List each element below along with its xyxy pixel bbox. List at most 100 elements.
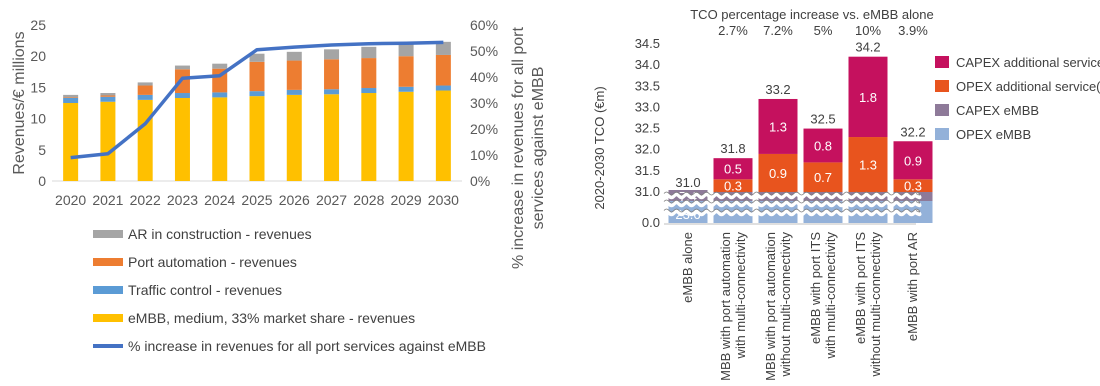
y-tick-label: 10 <box>30 111 46 127</box>
y-tick-label: 31.0 <box>635 184 660 199</box>
axis-break-wave <box>662 192 922 200</box>
y2-axis-title-line: services against eMBB <box>530 67 547 230</box>
bar-segment <box>286 89 302 95</box>
x-tick-label-line: without multi-connectivity <box>778 232 793 378</box>
y2-tick-label: 30% <box>470 95 498 111</box>
y2-tick-label: 50% <box>470 43 498 59</box>
x-tick-label: 2028 <box>353 192 384 208</box>
x-tick-label: 2026 <box>279 192 310 208</box>
bar-segment <box>249 53 265 62</box>
legend-label: AR in construction - revenues <box>128 226 312 242</box>
y-tick-label: 34.5 <box>635 36 660 51</box>
y-tick-label: 32.5 <box>635 121 660 136</box>
pct-increase-label: 3.9% <box>898 23 928 38</box>
y-tick-label: 15 <box>30 79 46 95</box>
segment-label: 0.8 <box>814 138 832 153</box>
y-tick-label: 31.5 <box>635 163 660 178</box>
bar-segment <box>249 91 265 97</box>
pct-increase-line <box>70 40 444 160</box>
bar-segment-capex-additional <box>893 141 933 180</box>
bar-segment-opex-additional <box>893 179 933 192</box>
x-tick-label-line: eMBB with port ITS <box>808 232 823 344</box>
x-tick-label: 2021 <box>92 192 123 208</box>
legend-swatch <box>935 80 949 92</box>
bar-segment <box>100 93 116 96</box>
total-label: 31.8 <box>720 141 745 156</box>
bar-segment <box>63 94 79 98</box>
legend-label: OPEX eMBB <box>956 127 1031 142</box>
bar-segment <box>324 94 340 181</box>
legend-label: CAPEX additional service(s) <box>956 55 1100 70</box>
legend-swatch <box>93 286 123 294</box>
bar-segment <box>324 59 340 90</box>
x-tick-label: 2025 <box>241 192 272 208</box>
bar-segment <box>435 90 451 181</box>
y2-tick-label: 40% <box>470 69 498 85</box>
legend-swatch <box>93 230 123 238</box>
y-tick-label: 0 <box>38 173 46 189</box>
pct-increase-label: 2.7% <box>718 23 748 38</box>
pct-increase-label: 5% <box>814 23 833 38</box>
bar-segment <box>435 54 451 86</box>
y-tick-label: 34.0 <box>635 57 660 72</box>
y2-tick-label: 60% <box>470 17 498 33</box>
legend-label: eMBB, medium, 33% market share - revenue… <box>128 310 415 326</box>
bar-segment <box>212 97 228 181</box>
segment-label: 1.8 <box>859 90 877 105</box>
bar-segment-capex-additional <box>848 56 888 138</box>
legend-label: Traffic control - revenues <box>128 282 282 298</box>
x-tick-label: eMBB with port AR <box>905 232 920 341</box>
y-tick-label: 33.5 <box>635 78 660 93</box>
bar-segment <box>361 88 377 94</box>
chart-title: TCO percentage increase vs. eMBB alone <box>690 7 934 22</box>
segment-label: 0.9 <box>904 153 922 168</box>
x-tick-label: 2030 <box>428 192 459 208</box>
bar-segment-capex-additional <box>758 98 798 154</box>
bar-segment <box>286 51 302 61</box>
bar-segment <box>174 98 190 181</box>
segment-label: 1.3 <box>859 158 877 173</box>
legend-swatch <box>935 128 949 140</box>
bar-segment <box>212 63 228 69</box>
y-tick-label: 25 <box>30 17 46 33</box>
bar-segment <box>398 91 414 181</box>
axis-break-wave <box>662 209 922 217</box>
y2-tick-label: 20% <box>470 121 498 137</box>
x-tick-label: eMBB alone <box>680 232 695 303</box>
bar-segment <box>137 85 153 95</box>
x-tick-label: 2022 <box>130 192 161 208</box>
total-label: 32.2 <box>900 124 925 139</box>
x-tick-label-line: with multi-connectivity <box>733 232 748 360</box>
bar-segment <box>324 49 340 60</box>
y2-axis-title-line: % increase in revenues for all port <box>510 27 527 269</box>
bar-segment-capex-additional <box>803 128 843 163</box>
x-tick-label: eMBB with port ITSwithout multi-connecti… <box>853 232 883 378</box>
bar-segment <box>435 41 451 55</box>
bar-segment <box>63 103 79 181</box>
bar-segment <box>398 43 414 57</box>
legend-label: CAPEX eMBB <box>956 103 1039 118</box>
bar-segment <box>63 98 79 103</box>
x-tick-label: 2027 <box>316 192 347 208</box>
y-tick-label: 5 <box>38 142 46 158</box>
x-tick-label-line: eMBB with port automation <box>763 232 778 381</box>
bar-segment <box>100 95 116 97</box>
axis-break-wave <box>662 200 922 208</box>
bar-segment <box>286 94 302 181</box>
bar-segment <box>361 58 377 89</box>
y2-tick-label: 10% <box>470 147 498 163</box>
total-label: 34.2 <box>855 40 880 55</box>
segment-label: 0.7 <box>814 170 832 185</box>
x-tick-label: 2029 <box>391 192 422 208</box>
bar-segment-opex-additional <box>803 162 843 192</box>
segment-label: 0.3 <box>904 179 922 194</box>
y-tick-label: 20 <box>30 48 46 64</box>
x-tick-label-line: eMBB with port AR <box>905 232 920 341</box>
bar-segment <box>249 61 265 92</box>
legend-label: % increase in revenues for all port serv… <box>128 338 486 354</box>
x-tick-label: eMBB with port automationwithout multi-c… <box>763 232 793 381</box>
bar-segment <box>137 94 153 100</box>
legend-swatch <box>93 314 123 322</box>
